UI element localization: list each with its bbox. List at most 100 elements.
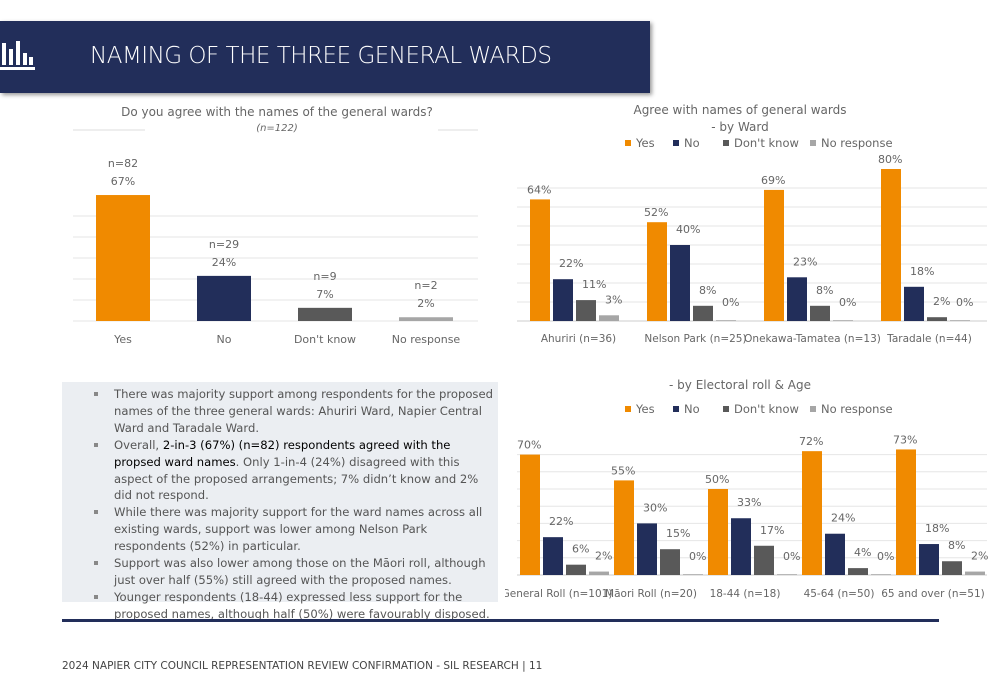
bar-don-t-know: [576, 300, 596, 321]
chart-title: Agree with names of general wards: [633, 103, 846, 117]
legend-item: Don't know: [734, 136, 799, 150]
bar-don-t-know: [566, 564, 586, 575]
bar-yes: [520, 454, 540, 575]
data-label: 18%: [910, 265, 934, 278]
bar-don-t-know: [848, 568, 868, 575]
count-label: n=29: [209, 238, 239, 251]
bar-no-response: [833, 320, 853, 321]
legend-swatch-2: [723, 406, 729, 412]
data-label: 0%: [689, 550, 706, 563]
category-label: General Roll (n=101): [505, 588, 612, 600]
bar-no: [904, 286, 924, 321]
bar-yes: [802, 451, 822, 575]
bar-3: [399, 317, 453, 321]
finding-bullet: While there was majority support for the…: [94, 504, 498, 555]
bar-don-t-know: [693, 305, 713, 321]
bar-no-response: [965, 571, 985, 575]
bar-don-t-know: [660, 549, 680, 575]
data-label: 22%: [549, 515, 573, 528]
data-label: 17%: [760, 524, 784, 537]
data-label: 4%: [854, 546, 871, 559]
bar-yes: [530, 199, 550, 321]
bar-no: [731, 518, 751, 575]
footer-text: 2024 NAPIER CITY COUNCIL REPRESENTATION …: [62, 660, 543, 672]
data-label: 18%: [925, 522, 949, 535]
data-label: 52%: [644, 206, 668, 219]
bar-don-t-know: [927, 317, 947, 321]
category-label: 45-64 (n=50): [804, 588, 875, 600]
category-label: Ahuriri (n=36): [541, 333, 616, 345]
data-label: 0%: [783, 550, 800, 563]
bar-yes: [708, 489, 728, 575]
finding-bullet: Support was also lower among those on th…: [94, 555, 498, 589]
bar-no-response: [683, 574, 703, 575]
data-label: 15%: [666, 527, 690, 540]
data-label: 64%: [527, 183, 551, 196]
count-label: n=82: [108, 157, 138, 170]
count-label: n=2: [414, 279, 437, 292]
legend-item: No: [684, 402, 700, 416]
category-label: No: [217, 333, 232, 346]
legend-swatch-0: [625, 406, 631, 412]
bar-no: [637, 523, 657, 575]
category-label: Onekawa-Tamatea (n=13): [744, 333, 881, 345]
chart-subtitle: (n=122): [256, 123, 298, 134]
overall-agreement-chart: Do you agree with the names of the gener…: [73, 105, 478, 346]
category-label: Don't know: [294, 333, 356, 346]
data-label: 70%: [517, 439, 541, 452]
data-label: 23%: [793, 255, 817, 268]
legend-item: Don't know: [734, 402, 799, 416]
data-label: 11%: [582, 278, 606, 291]
category-label: Taradale (n=44): [886, 333, 972, 345]
bar-0: [96, 195, 150, 321]
data-label: 0%: [956, 296, 973, 309]
data-label: 7%: [316, 288, 333, 301]
highlight-text: 2-in-3 (67%) (n=82) respondents agreed w…: [114, 437, 451, 469]
legend-item: Yes: [635, 136, 655, 150]
legend-item: No: [684, 136, 700, 150]
data-label: 8%: [948, 539, 965, 552]
category-label: Māori Roll (n=20): [605, 588, 697, 600]
category-label: Nelson Park (n=25): [644, 333, 746, 345]
data-label: 6%: [572, 543, 589, 556]
finding-bullet: There was majority support among respond…: [94, 386, 498, 437]
category-label: No response: [392, 333, 461, 346]
bar-no-response: [599, 315, 619, 321]
bar-yes: [647, 222, 667, 321]
data-label: 40%: [676, 223, 700, 236]
data-label: 3%: [605, 293, 622, 306]
bullet-text: While there was majority support for the…: [114, 505, 483, 554]
bar-don-t-know: [810, 305, 830, 321]
bar-no-response: [716, 320, 736, 321]
bar-no-response: [589, 571, 609, 575]
bar-don-t-know: [754, 545, 774, 575]
bar-yes: [764, 189, 784, 321]
agreement-by-roll-age-chart: - by Electoral roll & Age Yes No Don't know…: [505, 378, 988, 600]
data-label: 33%: [737, 496, 761, 509]
page-title: NAMING OF THE THREE GENERAL WARDS: [90, 43, 552, 69]
bar-no-response: [777, 574, 797, 575]
chart-subtitle: - by Ward: [711, 120, 768, 134]
bar-no: [553, 279, 573, 321]
bar-no-response: [871, 574, 891, 575]
data-label: 69%: [761, 174, 785, 187]
bar-1: [197, 275, 251, 321]
bullet-text: Support was also lower among those on th…: [114, 556, 486, 587]
data-label: 24%: [212, 256, 236, 269]
footer-divider: [62, 619, 939, 622]
data-label: 8%: [816, 284, 833, 297]
data-label: 73%: [893, 433, 917, 446]
data-label: 22%: [559, 257, 583, 270]
legend-swatch-0: [625, 140, 631, 146]
bar-no: [825, 533, 845, 575]
data-label: 80%: [878, 153, 902, 166]
data-label: 24%: [831, 512, 855, 525]
legend-swatch-1: [673, 140, 679, 146]
data-label: 8%: [699, 284, 716, 297]
finding-bullet: Overall, 2-in-3 (67%) (n=82) respondents…: [94, 437, 498, 505]
data-label: 55%: [611, 464, 635, 477]
legend-swatch-2: [723, 140, 729, 146]
key-findings-box: There was majority support among respond…: [62, 382, 498, 621]
legend-swatch-1: [673, 406, 679, 412]
data-label: 72%: [799, 435, 823, 448]
